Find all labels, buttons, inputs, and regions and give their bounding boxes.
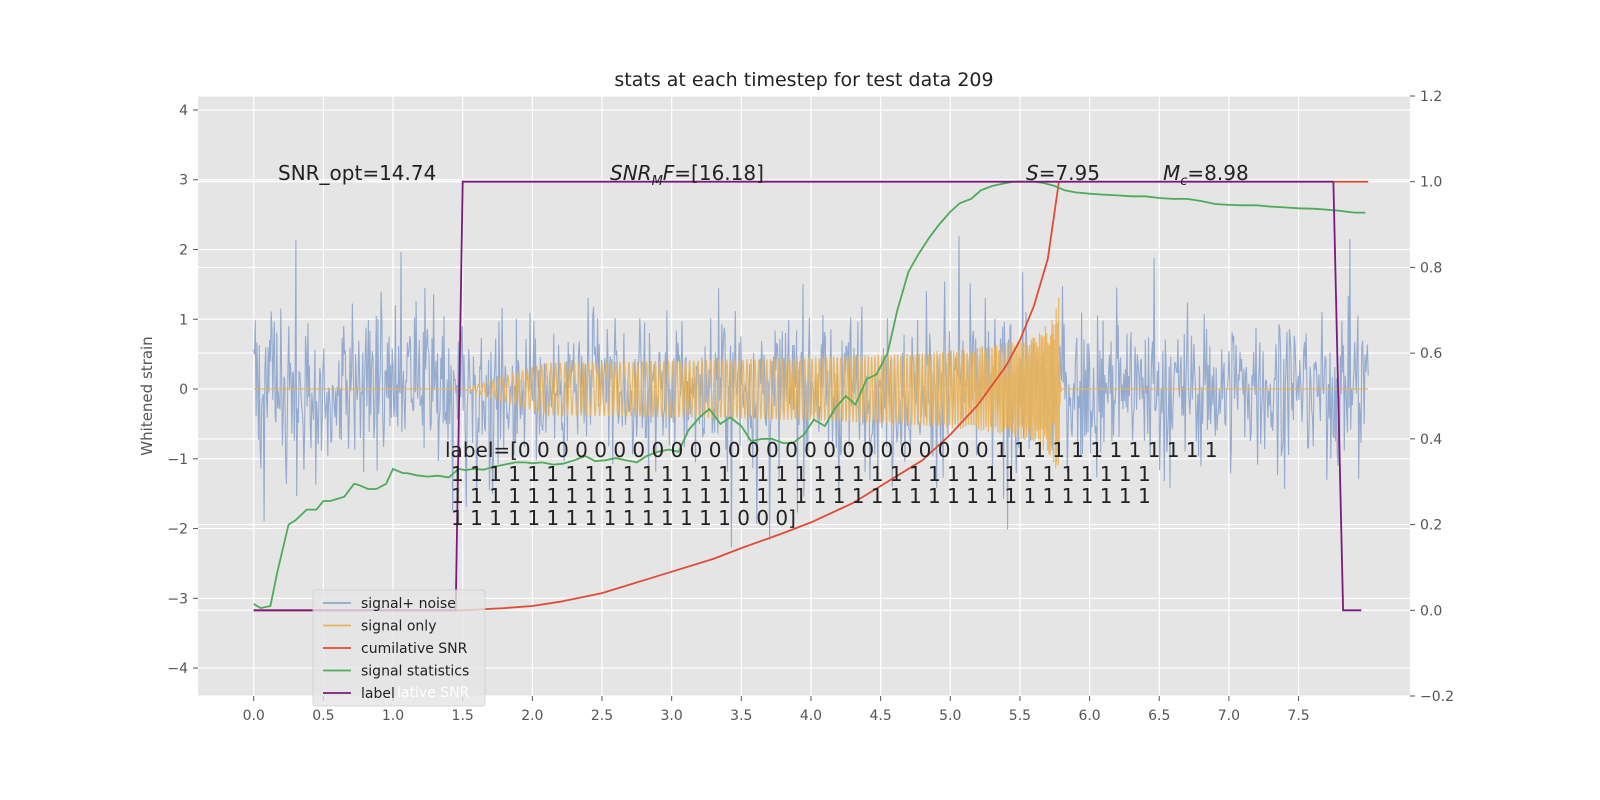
y-right-tick-label: −0.2 [1420,689,1454,705]
annotation-label-line-4: 1 1 1 1 1 1 1 1 1 1 1 1 1 1 1 0 0 0] [451,506,796,530]
y-tick-label: 2 [179,242,188,258]
x-tick-label: 1.5 [452,708,474,724]
y-right-tick-label: 1.2 [1420,89,1442,105]
y-tick-label: −4 [167,661,188,677]
y-tick-label: 3 [179,173,188,189]
x-tick-label: 2.0 [521,708,543,724]
y-tick-label: −2 [167,522,188,538]
y-axis-label: Whitened strain [138,336,156,455]
y-right-tick-label: 0.6 [1420,346,1442,362]
y-tick-label: −3 [167,591,188,607]
signal-only-series [253,297,1369,469]
annotation-mc: Mc=8.98 [1163,161,1249,189]
y-tick-label: 0 [179,382,188,398]
legend-label: signal only [361,619,436,635]
annotation-snr-mf: SNRMF=[16.18] [610,161,764,189]
legend: lative SNR signal+ noise signal only cumila… [312,589,486,707]
y-right-tick-label: 0.8 [1420,260,1442,276]
x-tick-label: 5.5 [1009,708,1031,724]
y-tick-label: 1 [179,312,188,328]
annotation-label-line-3: 1 1 1 1 1 1 1 1 1 1 1 1 1 1 1 1 1 1 1 1 … [451,484,1151,508]
axes: 0.0 0.5 1.0 1.5 2.0 2.5 3.0 3.5 4.0 4.5 5.0 5.5 6.0 6… [167,89,1454,724]
x-tick-label: 6.5 [1148,708,1170,724]
x-tick-label: 3.5 [730,708,752,724]
annotation-s-stat-value: =7.95 [1039,161,1100,185]
x-tick-label: 1.0 [382,708,404,724]
annotation-snr-mf-value: =[16.18] [674,161,764,185]
x-tick-label: 7.0 [1218,708,1240,724]
legend-overlap-text: lative SNR [397,685,470,701]
annotation-mc-value: =8.98 [1187,161,1248,185]
y-right-tick-label: 0.0 [1420,603,1442,619]
x-tick-label: 7.5 [1287,708,1309,724]
x-tick-label: 3.0 [661,708,683,724]
x-tick-label: 4.5 [869,708,891,724]
y-tick-label: 4 [179,103,188,119]
signal-statistics-line [253,180,1366,610]
legend-label: signal statistics [361,664,469,680]
x-tick-label: 4.0 [800,708,822,724]
legend-label: cumilative SNR [361,641,468,657]
annotation-s-stat: S=7.95 [1026,161,1100,185]
y-right-tick-label: 0.4 [1420,432,1442,448]
x-tick-label: 0.0 [243,708,265,724]
cumilative-snr-line [253,181,1060,612]
legend-box [312,589,486,707]
x-tick-label: 2.5 [591,708,613,724]
annotation-label-line-2: 1 1 1 1 1 1 1 1 1 1 1 1 1 1 1 1 1 1 1 1 … [451,462,1151,486]
annotation-label-line-1: label=[0 0 0 0 0 0 0 0 0 0 0 0 0 0 0 0 0… [445,438,1218,462]
chart-title: stats at each timestep for test data 209 [614,69,993,91]
signal-only-line [253,297,1369,469]
y-right-tick-label: 0.2 [1420,518,1442,534]
x-tick-label: 0.5 [312,708,334,724]
annotation-snr-opt: SNR_opt=14.74 [278,161,436,185]
legend-label: label [361,686,395,702]
x-tick-label: 6.0 [1078,708,1100,724]
x-tick-label: 5.0 [939,708,961,724]
y-right-tick-label: 1.0 [1420,175,1442,191]
y-tick-label: −1 [167,452,188,468]
legend-label: signal+ noise [361,596,456,612]
